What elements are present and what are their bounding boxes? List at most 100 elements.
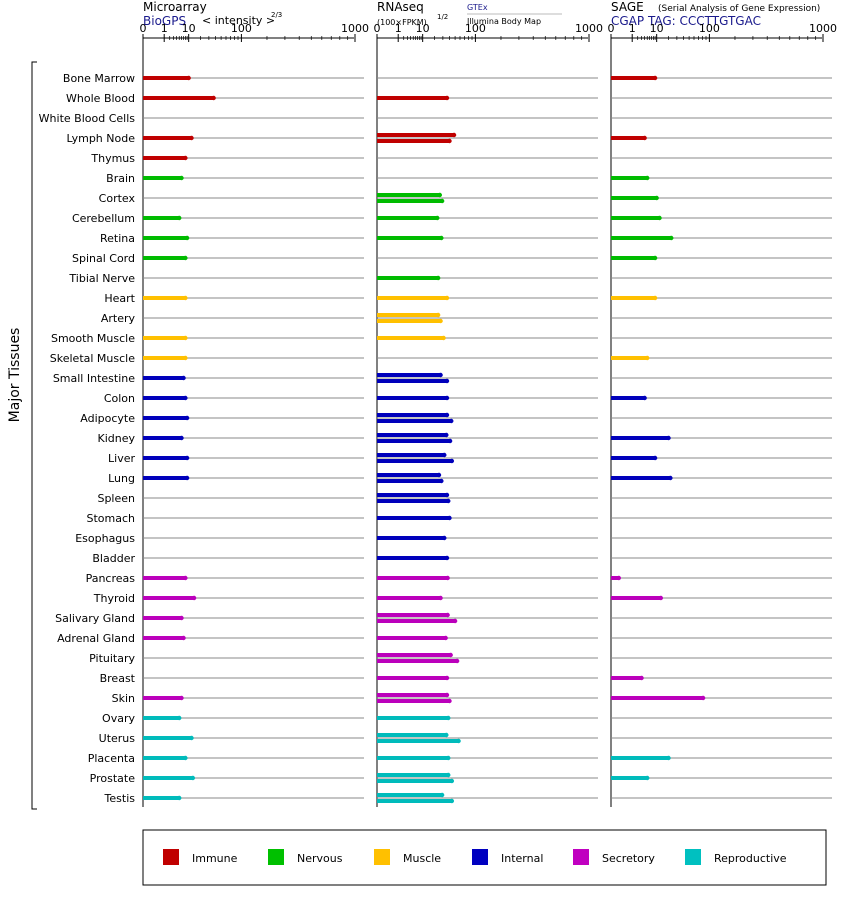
tissue-label: Bladder	[92, 552, 135, 565]
legend-swatch-immune	[163, 849, 179, 865]
sage-bar-end	[652, 455, 658, 461]
microarray-bar	[143, 216, 180, 220]
microarray-bar-end	[184, 455, 190, 461]
rnaseq-bar-end	[446, 715, 451, 721]
rnaseq-bar-end	[438, 372, 443, 378]
tissue-label: White Blood Cells	[39, 112, 136, 125]
rnaseq-bar	[377, 276, 439, 280]
microarray-bar	[143, 576, 186, 580]
microarray-bar	[143, 76, 189, 80]
rnaseq-bar	[377, 236, 442, 240]
sage-bar-end	[642, 135, 647, 141]
microarray-bar-end	[183, 355, 188, 361]
rnaseq-bar	[377, 216, 438, 220]
tissue-label: Breast	[100, 672, 136, 685]
sage-bar	[611, 136, 645, 140]
rnaseq-bar-end	[436, 472, 442, 478]
rnaseq-source-illumina: Illumina Body Map	[467, 17, 541, 26]
rnaseq-bar	[377, 613, 448, 617]
microarray-bar	[143, 716, 180, 720]
microarray-bar	[143, 476, 188, 480]
rnaseq-bar-end	[447, 438, 453, 444]
microarray-bar-end	[177, 795, 182, 801]
rnaseq-bar-end	[443, 635, 448, 641]
rnaseq-bar-end	[444, 555, 450, 561]
rnaseq-bar-end	[456, 738, 461, 744]
microarray-bar-end	[183, 155, 188, 161]
sage-bar-end	[642, 395, 647, 401]
sage-bar	[611, 756, 669, 760]
tissue-label: Bone Marrow	[63, 72, 135, 85]
rnaseq-tick-label: 0	[374, 22, 381, 35]
rnaseq-bar-end	[454, 658, 460, 664]
legend-label-muscle: Muscle	[403, 852, 441, 865]
rnaseq-title: RNAseq	[377, 0, 424, 14]
rnaseq-bar	[377, 379, 448, 383]
rnaseq-bar	[377, 536, 445, 540]
rnaseq-bar	[377, 576, 448, 580]
microarray-bar	[143, 636, 184, 640]
rnaseq-bar	[377, 313, 439, 317]
rnaseq-bar	[377, 779, 452, 783]
rnaseq-bar-end	[444, 432, 449, 438]
tissue-label: Brain	[106, 172, 135, 185]
sage-bar-end	[645, 355, 650, 361]
sage-bar-end	[668, 475, 673, 481]
rnaseq-bar-end	[435, 275, 441, 281]
rnaseq-bar-end	[438, 595, 443, 601]
rnaseq-bar	[377, 659, 458, 663]
tissue-label: Colon	[104, 392, 135, 405]
rnaseq-bar	[377, 636, 446, 640]
rnaseq-bar	[377, 653, 451, 657]
microarray-bar	[143, 236, 188, 240]
rnaseq-bar-end	[451, 132, 457, 138]
rnaseq-bar	[377, 479, 442, 483]
tissue-label: Prostate	[90, 772, 136, 785]
microarray-bar	[143, 616, 182, 620]
rnaseq-bar	[377, 413, 448, 417]
rnaseq-bar-end	[437, 192, 443, 198]
tissue-label: Pancreas	[86, 572, 136, 585]
rnaseq-bar	[377, 739, 459, 743]
microarray-title: Microarray	[143, 0, 207, 14]
tissue-label: Skeletal Muscle	[50, 352, 135, 365]
legend: Immune Nervous Muscle Internal Secretory Repr…	[163, 849, 787, 865]
microarray-bar-end	[184, 415, 190, 421]
microarray-bar-end	[184, 475, 190, 481]
tissue-label: Testis	[104, 792, 136, 805]
microarray-bar	[143, 156, 186, 160]
microarray-bar	[143, 296, 186, 300]
microarray-bar	[143, 256, 186, 260]
microarray-bar-end	[183, 295, 188, 301]
microarray-bar-end	[177, 715, 182, 721]
microarray-bar-end	[183, 395, 188, 401]
legend-label-nervous: Nervous	[297, 852, 343, 865]
rnaseq-bar	[377, 396, 448, 400]
microarray-scale-exponent: 2/3	[271, 11, 282, 19]
microarray-bar	[143, 776, 193, 780]
rnaseq-bar	[377, 419, 452, 423]
sage-bar-end	[669, 235, 674, 241]
sage-bar-end	[652, 75, 658, 81]
rnaseq-bar-end	[444, 675, 450, 681]
rnaseq-bar	[377, 556, 448, 560]
sage-bar-end	[658, 595, 664, 601]
microarray-bar	[143, 696, 182, 700]
tissue-label: Small Intestine	[53, 372, 135, 385]
rnaseq-bar	[377, 373, 441, 377]
tissue-label: Salivary Gland	[55, 612, 135, 625]
rnaseq-bar-end	[444, 732, 449, 738]
microarray-bar-end	[189, 135, 194, 141]
rnaseq-bar-end	[447, 138, 452, 144]
sage-bar-end	[639, 675, 644, 681]
tissue-label: Adrenal Gland	[57, 632, 135, 645]
microarray-bar-end	[183, 755, 188, 761]
microarray-bar-end	[179, 435, 184, 441]
rnaseq-bar	[377, 439, 451, 443]
tissue-label: Cortex	[99, 192, 136, 205]
microarray-bar-end	[177, 215, 182, 221]
rnaseq-bar	[377, 773, 449, 777]
sage-bar	[611, 216, 660, 220]
rnaseq-bar-end	[442, 535, 447, 541]
rnaseq-bar-end	[449, 778, 455, 784]
